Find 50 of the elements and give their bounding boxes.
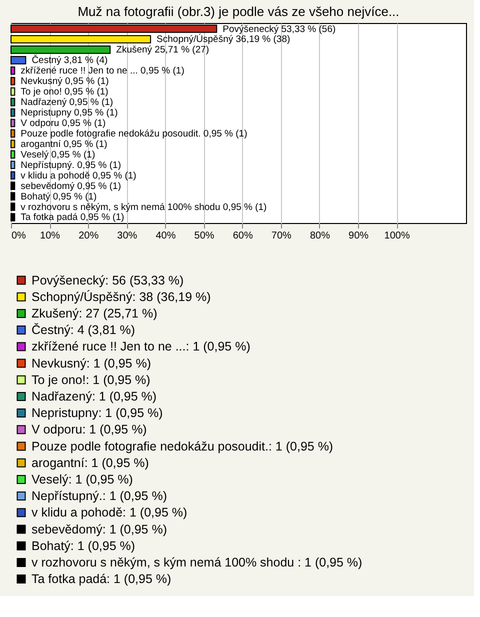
legend-label: arogantní: 1 (0,95 %) <box>32 456 149 470</box>
x-tick-label: 30% <box>117 230 138 242</box>
legend-label: Nepristupny: 1 (0,95 %) <box>32 406 163 420</box>
x-tick-label: 70% <box>271 230 292 242</box>
legend-label: V odporu: 1 (0,95 %) <box>32 422 147 437</box>
data-label: sebevědomý 0,95 % (1) <box>20 180 122 192</box>
legend-label: sebevědomý: 1 (0,95 %) <box>32 522 167 536</box>
data-label: Zkušený 25,71 % (27) <box>116 44 210 56</box>
data-label: Povýšenecký 53,33 % (56) <box>222 24 336 35</box>
data-label: Schopný/Úspěšný 36,19 % (38) <box>156 33 290 46</box>
x-tick-label: 40% <box>156 230 176 242</box>
data-label: To je ono! 0,95 % (1) <box>20 86 108 98</box>
data-label: zkřížené ruce !! Jen to ne ... 0,95 % (1) <box>20 66 184 77</box>
data-label: Čestný 3,81 % (4) <box>32 54 108 66</box>
data-label: Nepristupny 0,95 % (1) <box>20 108 118 119</box>
legend-label: Ta fotka padá: 1 (0,95 %) <box>32 572 172 586</box>
data-label: Bohatý 0,95 % (1) <box>20 191 97 202</box>
legend-label: v klidu a pohodě: 1 (0,95 %) <box>32 506 188 520</box>
legend-label: To je ono!: 1 (0,95 %) <box>32 372 150 387</box>
legend-label: Zkušený: 27 (25,71 %) <box>32 306 158 320</box>
legend-label: Nepřístupný.: 1 (0,95 %) <box>32 489 167 504</box>
legend-label: Bohatý: 1 (0,95 %) <box>32 538 136 553</box>
legend-label: Veselý: 1 (0,95 %) <box>32 472 133 486</box>
x-tick-label: 0% <box>12 230 26 242</box>
data-label: v klidu a pohodě 0,95 % (1) <box>20 170 136 182</box>
x-tick-label: 80% <box>310 230 330 242</box>
x-tick-label: 60% <box>232 230 253 242</box>
x-tick-label: 100% <box>384 230 410 242</box>
data-label: Nadřazený 0,95 % (1) <box>20 97 114 108</box>
data-label: Pouze podle fotografie nedokážu posoudit. 0,95 % (1) <box>20 128 248 140</box>
x-tick-label: 10% <box>40 230 60 242</box>
legend-label: Čestný: 4 (3,81 %) <box>32 323 136 338</box>
x-tick-label: 20% <box>78 230 99 242</box>
data-label: V odporu 0,95 % (1) <box>20 118 106 129</box>
legend-label: Nadřazený: 1 (0,95 %) <box>32 389 157 404</box>
data-label: Nepřístupný. 0,95 % (1) <box>20 160 121 171</box>
data-label: v rozhovoru s někým, s kým nemá 100% shodu 0,95 % (1) <box>20 202 267 213</box>
x-tick-label: 90% <box>348 230 369 242</box>
data-label: Ta fotka padá 0,95 % (1) <box>20 212 124 224</box>
legend-label: zkřížené ruce !! Jen to ne ...: 1 (0,95 %) <box>32 340 250 354</box>
chart-title: Muž na fotografii (obr.3) je podle vás ze všeho nejvíce... <box>78 4 400 19</box>
legend-label: v rozhovoru s někým, s kým nemá 100% shodu : 1 (0,95 %) <box>32 555 362 570</box>
data-label: Nevkusný 0,95 % (1) <box>20 76 109 88</box>
data-label: Veselý 0,95 % (1) <box>20 149 96 160</box>
legend-label: Pouze podle fotografie nedokážu posoudit.: 1 (0,95 %) <box>32 439 334 454</box>
data-label: arogantní 0,95 % (1) <box>20 138 108 150</box>
legend-label: Povýšenecký: 56 (53,33 %) <box>32 273 184 288</box>
legend-label: Schopný/Úspěšný: 38 (36,19 %) <box>32 290 211 304</box>
legend-label: Nevkusný: 1 (0,95 %) <box>32 356 151 370</box>
x-tick-label: 50% <box>194 230 214 242</box>
